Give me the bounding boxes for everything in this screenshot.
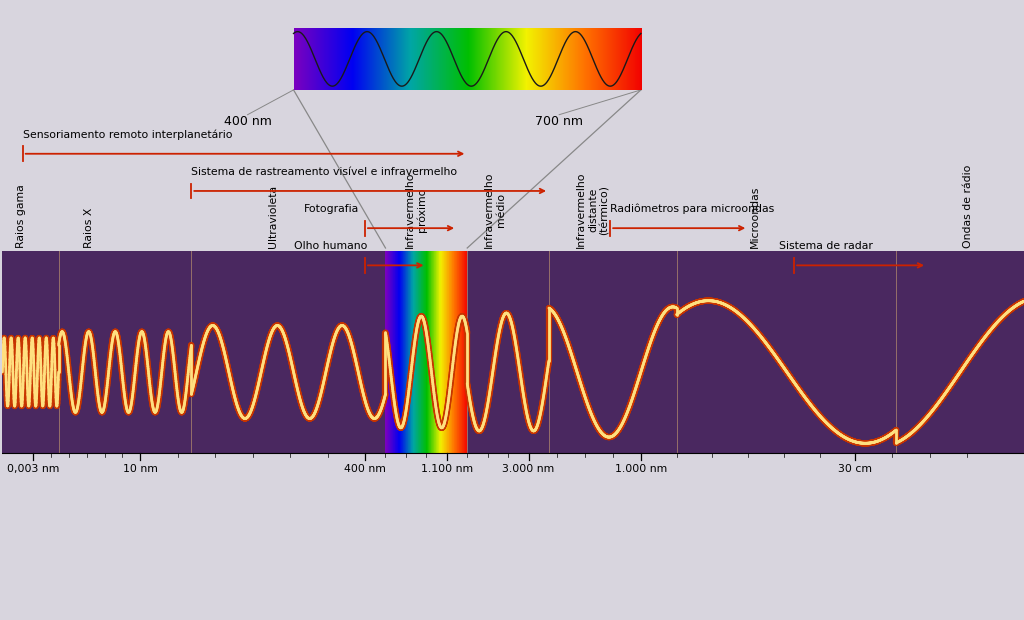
Text: Infravermelho
próximo: Infravermelho próximo bbox=[406, 172, 427, 248]
Text: Raios gama: Raios gama bbox=[15, 184, 26, 248]
Text: 700 nm: 700 nm bbox=[536, 115, 583, 128]
Text: 400 nm: 400 nm bbox=[223, 115, 271, 128]
Text: Fotografia: Fotografia bbox=[304, 204, 359, 214]
Text: Infravermelho
médio: Infravermelho médio bbox=[484, 172, 506, 248]
Text: Raios X: Raios X bbox=[84, 208, 94, 248]
Text: Sensoriamento remoto interplanetário: Sensoriamento remoto interplanetário bbox=[23, 129, 232, 140]
Text: 0,003 nm: 0,003 nm bbox=[7, 464, 59, 474]
Text: 3.000 nm: 3.000 nm bbox=[503, 464, 555, 474]
Text: Ultravioleta: Ultravioleta bbox=[268, 185, 279, 248]
Text: 1.100 nm: 1.100 nm bbox=[421, 464, 473, 474]
Text: Radiômetros para microondas: Radiômetros para microondas bbox=[610, 203, 774, 214]
Text: 30 cm: 30 cm bbox=[839, 464, 872, 474]
Text: 1.000 nm: 1.000 nm bbox=[614, 464, 667, 474]
Text: Microondas: Microondas bbox=[751, 185, 760, 248]
Text: Ondas de rádio: Ondas de rádio bbox=[963, 165, 973, 248]
Text: Olho humano: Olho humano bbox=[294, 241, 367, 251]
Text: 400 nm: 400 nm bbox=[344, 464, 386, 474]
Text: Sistema de rastreamento visível e infravermelho: Sistema de rastreamento visível e infrav… bbox=[191, 167, 458, 177]
Text: 10 nm: 10 nm bbox=[123, 464, 158, 474]
FancyBboxPatch shape bbox=[2, 251, 1024, 453]
Text: Sistema de radar: Sistema de radar bbox=[779, 241, 872, 251]
Text: Infravermelho
distante
(térmico): Infravermelho distante (térmico) bbox=[577, 172, 609, 248]
